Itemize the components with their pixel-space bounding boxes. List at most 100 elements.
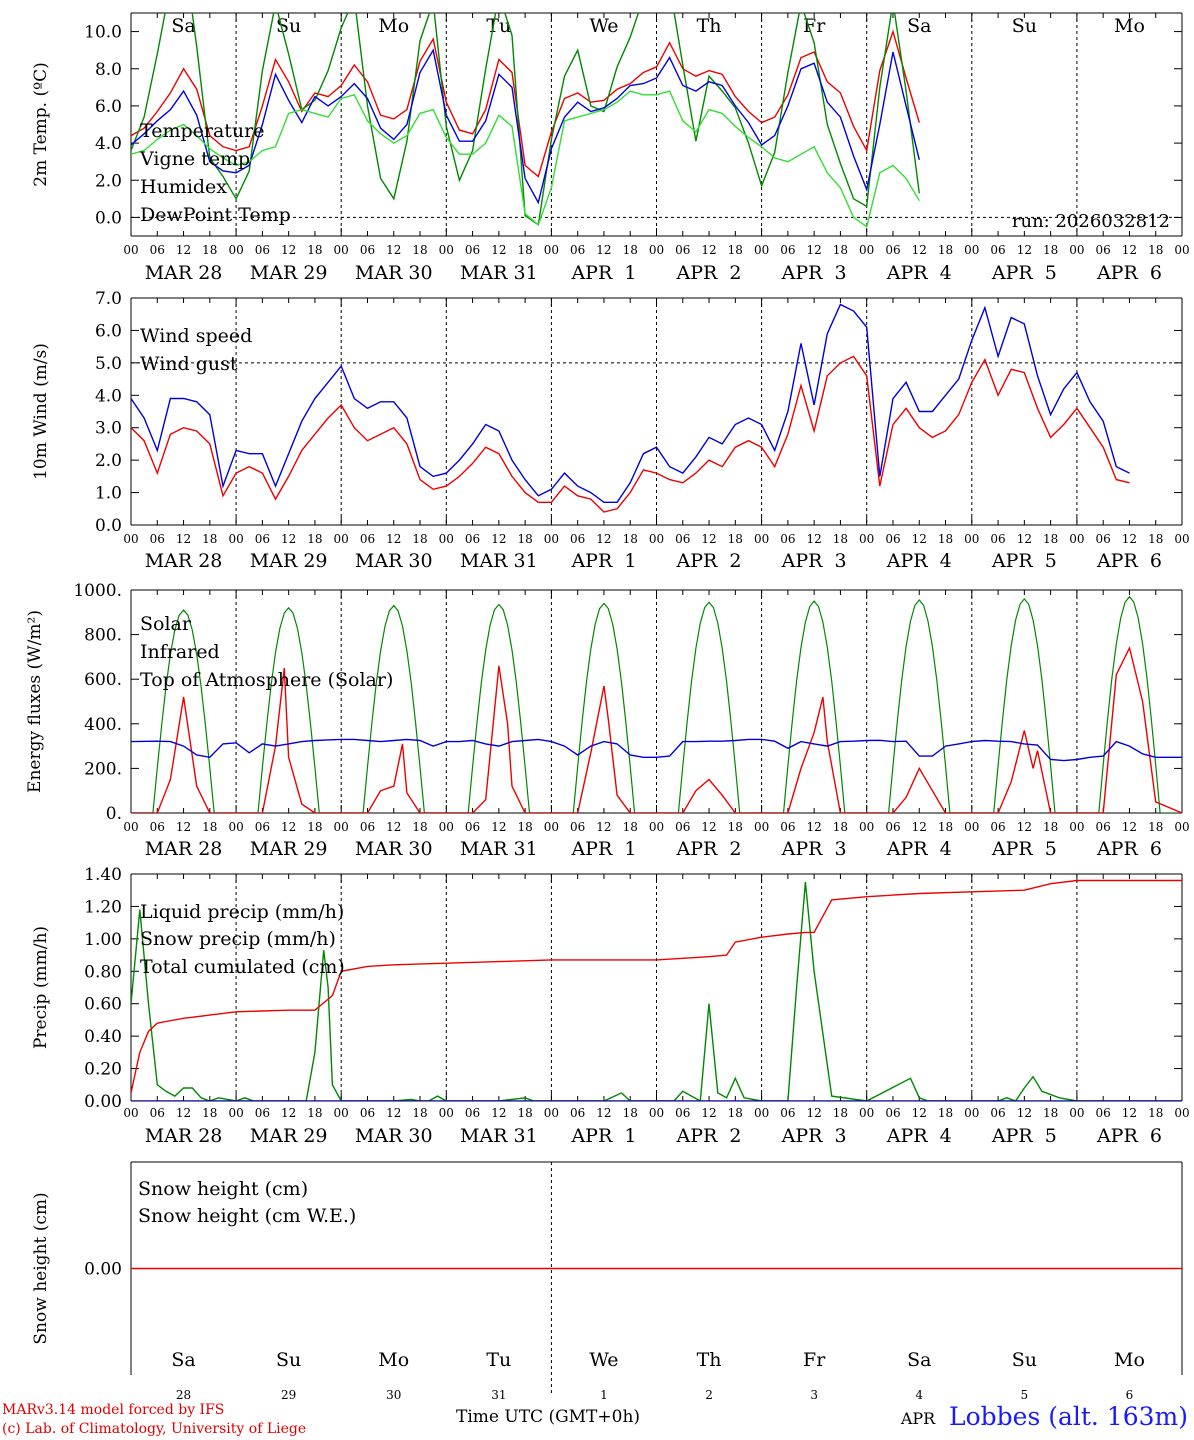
date-label: APR 1 bbox=[570, 1125, 636, 1147]
hour-tick-label: 00 bbox=[334, 532, 349, 546]
hour-tick-label: 00 bbox=[334, 1106, 349, 1120]
date-label: APR 1 bbox=[570, 262, 636, 284]
plot-area bbox=[131, 13, 920, 228]
day-number-label: 5 bbox=[1021, 1388, 1029, 1402]
hour-tick-label: 00 bbox=[1069, 820, 1084, 834]
hour-tick-label: 12 bbox=[596, 820, 611, 834]
hour-tick-label: 12 bbox=[1122, 532, 1137, 546]
hour-tick-label: 18 bbox=[307, 1106, 322, 1120]
hour-tick-label: 06 bbox=[150, 820, 165, 834]
hour-tick-label: 06 bbox=[360, 532, 375, 546]
weekday-label: Mo bbox=[378, 15, 409, 37]
date-label: APR 4 bbox=[886, 550, 952, 572]
hour-tick-label: 18 bbox=[833, 820, 848, 834]
hour-tick-label: 00 bbox=[1069, 532, 1084, 546]
hour-tick-label: 18 bbox=[202, 532, 217, 546]
hour-tick-label: 00 bbox=[123, 1106, 138, 1120]
hour-tick-label: 12 bbox=[1017, 243, 1032, 257]
hour-tick-label: 06 bbox=[675, 532, 690, 546]
y-tick-label: 600. bbox=[84, 670, 122, 690]
hour-tick-label: 12 bbox=[1122, 1106, 1137, 1120]
date-label: APR 5 bbox=[991, 1125, 1057, 1147]
hour-tick-label: 18 bbox=[728, 243, 743, 257]
legend-entry: Humidex bbox=[140, 176, 227, 198]
hour-tick-label: 00 bbox=[544, 820, 559, 834]
series-humidex bbox=[131, 48, 920, 205]
legend-entry: Vigne temp bbox=[139, 148, 250, 170]
weekday-label: Th bbox=[697, 15, 722, 37]
y-tick-label: 6.0 bbox=[95, 97, 122, 117]
date-label: MAR 28 bbox=[145, 1125, 223, 1147]
hour-tick-label: 18 bbox=[202, 1106, 217, 1120]
hour-tick-label: 18 bbox=[1148, 1106, 1163, 1120]
hour-tick-label: 12 bbox=[281, 532, 296, 546]
hour-tick-label: 12 bbox=[1017, 820, 1032, 834]
date-label: MAR 31 bbox=[460, 1125, 538, 1147]
hour-tick-label: 12 bbox=[176, 243, 191, 257]
series-vigne-temp bbox=[131, 13, 920, 227]
hour-tick-label: 06 bbox=[780, 1106, 795, 1120]
y-tick-label: 4.0 bbox=[95, 386, 122, 406]
hour-tick-label: 06 bbox=[255, 243, 270, 257]
y-tick-label: 1.40 bbox=[84, 865, 122, 885]
y-tick-label: 0.00 bbox=[84, 1260, 122, 1280]
hour-tick-label: 18 bbox=[623, 820, 638, 834]
hour-tick-label: 12 bbox=[176, 820, 191, 834]
legend-entry: Top of Atmosphere (Solar) bbox=[140, 669, 393, 691]
y-tick-label: 8.0 bbox=[95, 60, 122, 80]
hour-tick-label: 18 bbox=[412, 532, 427, 546]
hour-tick-label: 06 bbox=[990, 243, 1005, 257]
hour-tick-label: 06 bbox=[465, 532, 480, 546]
hour-tick-label: 00 bbox=[439, 243, 454, 257]
legend-entry: Wind speed bbox=[140, 325, 252, 347]
day-number-label: 31 bbox=[491, 1388, 506, 1402]
hour-tick-label: 12 bbox=[701, 532, 716, 546]
hour-tick-label: 18 bbox=[728, 820, 743, 834]
date-label: APR 3 bbox=[781, 838, 847, 860]
day-number-label: 28 bbox=[176, 1388, 191, 1402]
date-label: MAR 29 bbox=[250, 1125, 328, 1147]
hour-tick-label: 06 bbox=[780, 532, 795, 546]
legend-entry: Snow height (cm) bbox=[138, 1178, 308, 1200]
hour-tick-label: 18 bbox=[1148, 820, 1163, 834]
y-tick-label: 0.40 bbox=[84, 1027, 122, 1047]
hour-tick-label: 06 bbox=[675, 820, 690, 834]
credit-line-1: MARv3.14 model forced by IFS bbox=[2, 1402, 225, 1418]
y-axis-label: Snow height (cm) bbox=[31, 1192, 51, 1344]
hour-tick-label: 00 bbox=[1174, 1106, 1189, 1120]
hour-tick-label: 00 bbox=[123, 243, 138, 257]
hour-tick-label: 06 bbox=[990, 532, 1005, 546]
hour-tick-label: 12 bbox=[701, 243, 716, 257]
weekday-label: Sa bbox=[171, 1349, 195, 1371]
date-label: APR 1 bbox=[570, 838, 636, 860]
hour-tick-label: 18 bbox=[728, 532, 743, 546]
hour-tick-label: 18 bbox=[517, 820, 532, 834]
panel-snow: 0.00 Snow height (cm) Snow height (cm) Snow… bbox=[31, 1161, 1183, 1428]
y-tick-label: 3.0 bbox=[95, 419, 122, 439]
weekday-label: Th bbox=[697, 1349, 722, 1371]
hour-tick-label: 12 bbox=[386, 820, 401, 834]
hour-tick-label: 06 bbox=[570, 1106, 585, 1120]
hour-tick-label: 00 bbox=[859, 1106, 874, 1120]
hour-tick-label: 00 bbox=[544, 243, 559, 257]
hour-tick-label: 06 bbox=[1096, 532, 1111, 546]
hour-tick-label: 12 bbox=[807, 243, 822, 257]
hour-tick-label: 12 bbox=[1122, 243, 1137, 257]
hour-tick-label: 12 bbox=[1122, 820, 1137, 834]
y-tick-label: 2.0 bbox=[95, 171, 122, 191]
date-label: APR 3 bbox=[781, 550, 847, 572]
series-solar bbox=[131, 645, 1182, 813]
hour-tick-label: 00 bbox=[649, 532, 664, 546]
weekday-label: We bbox=[589, 15, 618, 37]
hour-tick-label: 06 bbox=[570, 532, 585, 546]
hour-tick-label: 18 bbox=[1043, 820, 1058, 834]
weekday-label: Tu bbox=[486, 1349, 511, 1371]
hour-tick-label: 18 bbox=[307, 532, 322, 546]
hour-tick-label: 12 bbox=[1017, 1106, 1032, 1120]
y-tick-label: 1.00 bbox=[84, 930, 122, 950]
hour-tick-label: 12 bbox=[596, 1106, 611, 1120]
legend-entry: Infrared bbox=[140, 641, 220, 663]
date-label: MAR 30 bbox=[355, 838, 433, 860]
series-liquid-precip-mm-h bbox=[131, 882, 1182, 1101]
hour-tick-label: 18 bbox=[307, 820, 322, 834]
